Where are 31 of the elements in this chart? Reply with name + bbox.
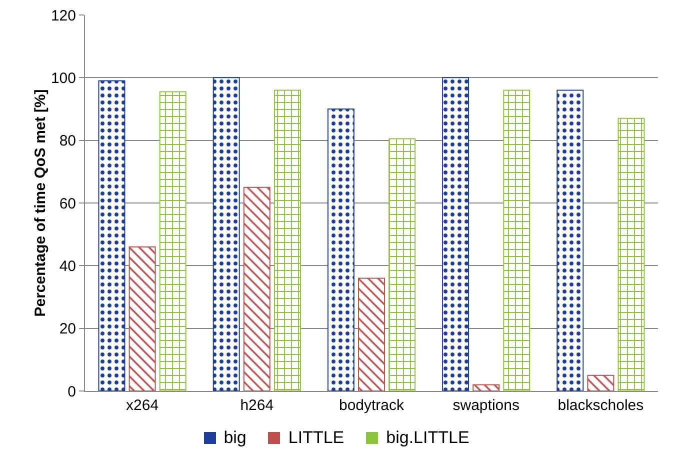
bar bbox=[212, 77, 240, 391]
bar bbox=[358, 278, 385, 391]
bar bbox=[98, 80, 126, 391]
text: big bbox=[224, 428, 246, 448]
y-tick-label: 80 bbox=[59, 132, 76, 150]
bar bbox=[556, 90, 584, 391]
y-tick-label: 60 bbox=[59, 195, 76, 212]
y-axis-title: Percentage of time QoS met [%] bbox=[32, 89, 49, 317]
bar bbox=[274, 90, 301, 391]
y-tick-label: 40 bbox=[59, 258, 76, 275]
bar bbox=[503, 90, 530, 391]
x-tick-label: h264 bbox=[240, 397, 274, 414]
bar bbox=[442, 77, 470, 391]
text: LITTLE bbox=[288, 428, 344, 448]
y-tick-label: 100 bbox=[50, 70, 76, 87]
x-tick-label: blackscholes bbox=[558, 397, 644, 414]
bar bbox=[618, 118, 645, 391]
bar bbox=[159, 91, 186, 391]
bar bbox=[128, 246, 156, 391]
y-tick-label: 0 bbox=[68, 383, 76, 400]
y-tick-label: 120 bbox=[50, 7, 76, 24]
bar bbox=[243, 186, 270, 391]
bar bbox=[472, 384, 500, 391]
x-tick-label: swaptions bbox=[452, 397, 520, 414]
x-tick-label: x264 bbox=[126, 397, 159, 414]
bar bbox=[388, 138, 416, 391]
x-tick-label: bodytrack bbox=[338, 397, 405, 414]
bar bbox=[327, 108, 354, 391]
text: big.LITTLE bbox=[386, 428, 470, 448]
bar bbox=[587, 374, 614, 391]
y-tick-label: 20 bbox=[59, 320, 76, 338]
